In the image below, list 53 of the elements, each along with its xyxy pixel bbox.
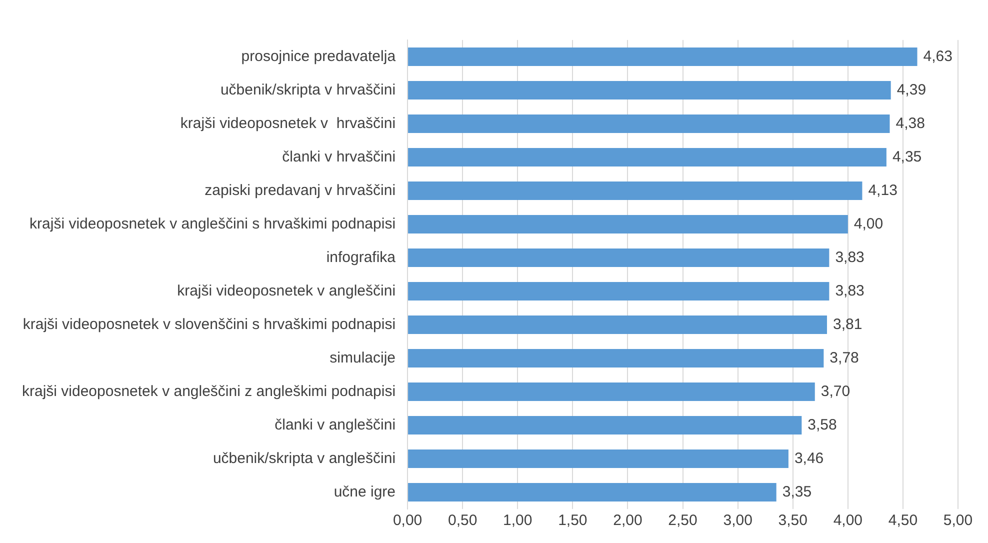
- bar: [408, 450, 788, 468]
- bar: [408, 148, 886, 166]
- bar: [408, 215, 848, 234]
- x-tick-label: 1,50: [558, 512, 588, 530]
- bar: [408, 114, 890, 133]
- data-label: 3,83: [835, 248, 864, 266]
- y-tick-label: infografika: [326, 248, 396, 266]
- y-tick-label: krajši videoposnetek v hrvaščini: [180, 114, 396, 132]
- y-tick-label: krajši videoposnetek v angleščini z angleškimi podnapisi: [22, 382, 396, 400]
- data-label: 3,46: [794, 450, 824, 467]
- y-tick-label: učbenik/skripta v angleščini: [212, 450, 396, 467]
- x-tick-label: 3,50: [778, 512, 808, 530]
- data-label: 3,58: [808, 416, 837, 434]
- y-tick-label: krajši videoposnetek v angleščini: [177, 282, 396, 300]
- data-label: 4,38: [896, 114, 925, 132]
- data-label: 3,70: [820, 382, 850, 400]
- y-tick-label: krajši videoposnetek v angleščini s hrvaškimi podnapisi: [30, 215, 396, 232]
- x-tick-label: 2,00: [613, 512, 642, 530]
- bar: [408, 416, 802, 434]
- data-label: 3,78: [830, 349, 859, 366]
- x-tick-label: 0,00: [392, 512, 422, 530]
- bar: [408, 48, 918, 66]
- bar: [408, 248, 830, 267]
- y-tick-label: krajši videoposnetek v slovenščini s hrvaškimi podnapisi: [22, 316, 396, 333]
- y-tick-label: članki v angleščini: [274, 416, 396, 434]
- bar: [408, 316, 827, 334]
- data-label: 3,83: [835, 282, 864, 300]
- bar: [408, 182, 862, 200]
- x-tick-label: 5,00: [943, 512, 973, 530]
- bar: [408, 382, 815, 401]
- y-tick-label: simulacije: [330, 349, 396, 366]
- x-tick-label: 4,50: [888, 512, 918, 530]
- data-label: 3,35: [782, 483, 812, 500]
- y-tick-label: prosojnice predavatelja: [241, 48, 396, 65]
- y-tick-label: učne igre: [334, 483, 396, 500]
- bar: [408, 349, 824, 368]
- x-tick-label: 2,50: [668, 512, 698, 530]
- x-tick-label: 0,50: [448, 512, 478, 530]
- y-tick-label: zapiski predavanj v hrvaščini: [204, 182, 396, 199]
- y-tick-label: učbenik/skripta v hrvaščini: [220, 81, 396, 98]
- data-label: 4,63: [923, 48, 952, 65]
- x-tick-label: 1,00: [503, 512, 532, 530]
- data-label: 4,13: [868, 182, 898, 199]
- x-tick-label: 3,00: [723, 512, 752, 530]
- bar: [408, 282, 830, 300]
- data-label: 3,81: [832, 316, 862, 333]
- bar: [408, 483, 776, 502]
- x-tick-label: 4,00: [833, 512, 863, 530]
- data-label: 4,00: [854, 215, 884, 232]
- y-tick-label: članki v hrvaščini: [282, 148, 396, 166]
- data-label: 4,39: [896, 81, 926, 98]
- bar: [408, 81, 891, 100]
- data-label: 4,35: [892, 148, 922, 166]
